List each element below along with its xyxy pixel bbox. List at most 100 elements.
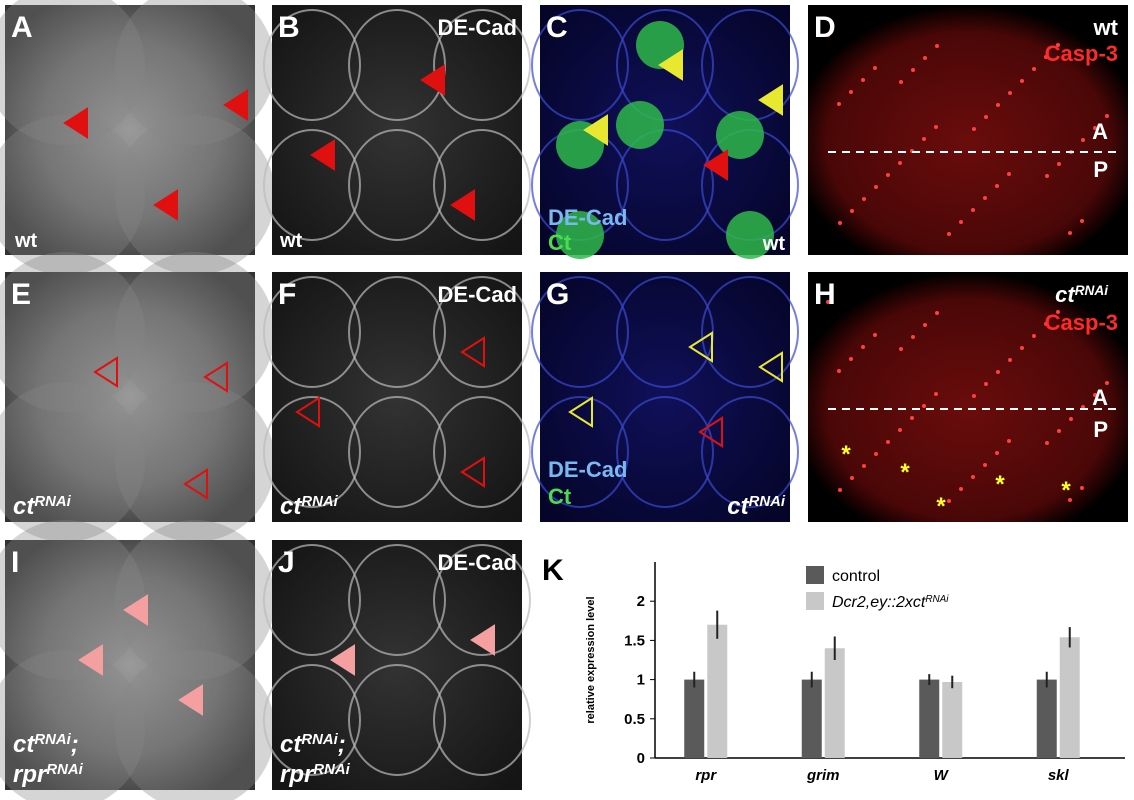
panel-letter: K [542,554,564,587]
casp-dot [971,475,975,479]
casp-dot [850,476,854,480]
panel-letter: I [11,546,19,579]
casp-dot [862,197,866,201]
legend-label: Dcr2,ey::2xctRNAi [832,594,949,612]
casp-dot [1105,381,1109,385]
casp-dot [1105,114,1109,118]
arrowhead [583,114,608,146]
y-axis-label: relative expression level [585,596,597,723]
casp-dot [1032,334,1036,338]
casp-dot [922,404,926,408]
label-sup: RNAi [313,762,350,778]
bar [1036,679,1057,758]
casp-dot [911,335,915,339]
label-text: Casp-3 [1045,41,1118,66]
casp-dot [1020,346,1024,350]
label-text: * [995,471,1005,498]
label-text: ct [1055,282,1076,307]
panel-letter: H [814,278,836,311]
casp-dot [959,220,963,224]
cell-outline [433,9,531,121]
casp-dot [826,300,830,304]
casp-dot [1093,393,1097,397]
casp-dot [874,452,878,456]
casp-dot [1044,322,1048,326]
label-text: wt [14,230,38,252]
casp-dot [873,66,877,70]
panel-label: ctRNAi [1055,282,1109,307]
panel-label: A [1092,119,1108,144]
casp-dot [850,209,854,213]
label-text: DE-Cad [548,457,627,482]
ommatidium [0,520,145,680]
panel-label: ctRNAi [13,493,72,520]
casp-dot [898,161,902,165]
panel-label: P [1093,417,1108,442]
casp-dot [849,357,853,361]
casp-dot [984,382,988,386]
bar [942,681,963,758]
ommatidium [0,650,145,800]
casp-dot [984,115,988,119]
cell-outline [616,9,714,121]
bar [684,679,705,758]
casp-dot [1056,43,1060,47]
panel-label: ctRNAi; [13,731,79,758]
casp-dot [1008,91,1012,95]
casp-dot [923,56,927,60]
casp-dot [1080,486,1084,490]
arrowhead [183,468,208,500]
casp-dot [947,232,951,236]
casp-dot [1007,439,1011,443]
casp-dot [873,333,877,337]
label-text: P [1093,417,1108,442]
label-text: Ct [548,484,572,509]
casp-dot [1008,358,1012,362]
legend-sup: RNAi [925,594,949,605]
casp-dot [837,102,841,106]
casp-dot [1080,219,1084,223]
label-text: P [1093,157,1108,182]
arrowhead [568,396,593,428]
cell-outline [263,276,361,388]
label-text: * [936,493,946,520]
cell-outline [348,664,446,776]
panel-label: Casp-3 [1045,310,1118,335]
cell-outline [433,276,531,388]
arrowhead [203,361,228,393]
arrowhead [310,139,335,171]
casp-dot [972,394,976,398]
ct-stain [716,111,764,159]
legend-swatch [806,566,824,584]
label-text: wt [762,233,786,255]
casp-dot [1020,79,1024,83]
panel-label: wt [279,230,303,252]
panel-image [808,5,1128,255]
ommatidium [115,520,275,680]
panel-letter: J [278,546,295,579]
ommatidium [0,252,145,412]
casp-dot [874,185,878,189]
legend-text: Dcr2,ey::2xct [832,594,926,611]
ommatidium [115,252,275,412]
casp-dot [922,137,926,141]
casp-dot [996,370,1000,374]
label-sup: RNAi [34,494,71,510]
panel-label: DE-Cad [438,282,517,307]
ommatidium [115,382,275,542]
y-tick-label: 1.5 [624,632,645,649]
cell-outline [616,129,714,241]
casp-dot [861,345,865,349]
panel-letter: F [278,278,296,311]
label-text: DE-Cad [438,282,517,307]
panel-label: rprRNAi [280,761,351,788]
casp-dot [971,208,975,212]
legend-text: control [832,568,880,585]
panel-label: P [1093,157,1108,182]
casp-dot [861,78,865,82]
bar [1059,637,1080,758]
y-tick-label: 1 [637,672,645,689]
label-text: Casp-3 [1045,310,1118,335]
label-text: DE-Cad [438,550,517,575]
